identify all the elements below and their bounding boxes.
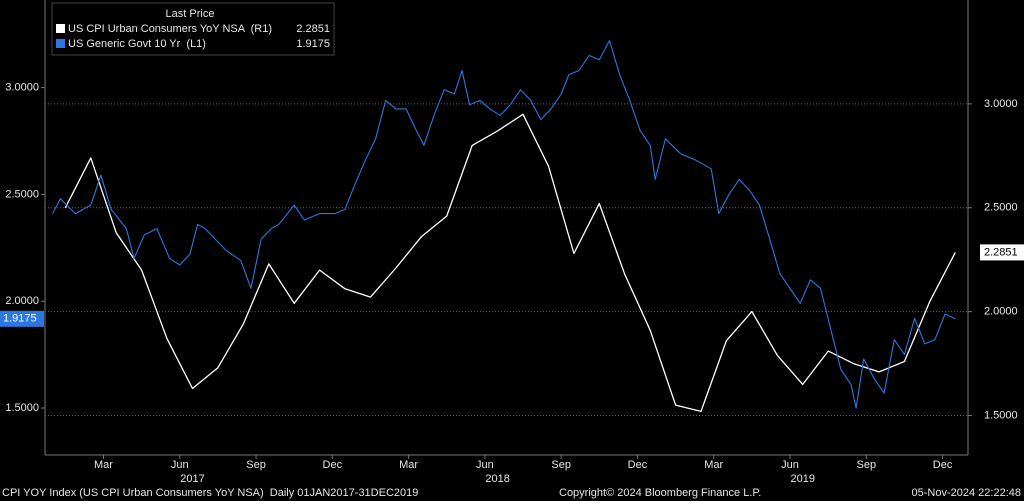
y2-tick-label: 2.0000 — [984, 306, 1018, 318]
series-line — [64, 113, 956, 413]
x-tick-label: Sep — [551, 459, 571, 471]
legend-value: 2.2851 — [296, 23, 330, 35]
y-tick-label: 2.5000 — [5, 188, 39, 200]
footer-right: 05-Nov-2024 22:22:48 — [912, 487, 1021, 499]
x-tick-label: Sep — [246, 459, 266, 471]
x-tick-label: Dec — [323, 459, 343, 471]
x-tick-label: Jun — [781, 459, 799, 471]
legend-title: Last Price — [166, 8, 215, 20]
x-tick-label: Dec — [933, 459, 953, 471]
legend-label: US CPI Urban Consumers YoY NSA (R1) — [68, 23, 272, 35]
y2-tick-label: 1.5000 — [984, 409, 1018, 421]
y-tick-label: 2.0000 — [5, 295, 39, 307]
x-tick-label: Mar — [704, 459, 723, 471]
year-label: 2017 — [180, 473, 204, 485]
legend-label: US Generic Govt 10 Yr (L1) — [68, 38, 206, 50]
legend-swatch — [56, 24, 65, 33]
y2-tick-label: 2.5000 — [984, 202, 1018, 214]
year-label: 2018 — [485, 473, 509, 485]
y-tick-label: 1.5000 — [5, 402, 39, 414]
y2-tick-label: 3.0000 — [984, 98, 1018, 110]
x-tick-label: Mar — [94, 459, 113, 471]
x-tick-label: Jun — [476, 459, 494, 471]
last-value-tag — [980, 244, 1024, 261]
series-line — [52, 40, 956, 409]
x-tick-label: Sep — [857, 459, 877, 471]
year-label: 2019 — [790, 473, 814, 485]
x-tick-label: Dec — [628, 459, 648, 471]
legend-box — [51, 2, 335, 56]
legend-swatch — [56, 39, 65, 48]
legend-value: 1.9175 — [296, 38, 330, 50]
footer-center: Copyright© 2024 Bloomberg Finance L.P. — [559, 487, 761, 499]
x-tick-label: Jun — [171, 459, 189, 471]
last-value-label: 2.2851 — [984, 246, 1018, 258]
x-tick-label: Mar — [399, 459, 418, 471]
y-tick-label: 3.0000 — [5, 81, 39, 93]
footer-left: CPI YOY Index (US CPI Urban Consumers Yo… — [2, 487, 418, 499]
last-value-tag — [0, 310, 44, 327]
last-value-label: 1.9175 — [3, 313, 37, 325]
